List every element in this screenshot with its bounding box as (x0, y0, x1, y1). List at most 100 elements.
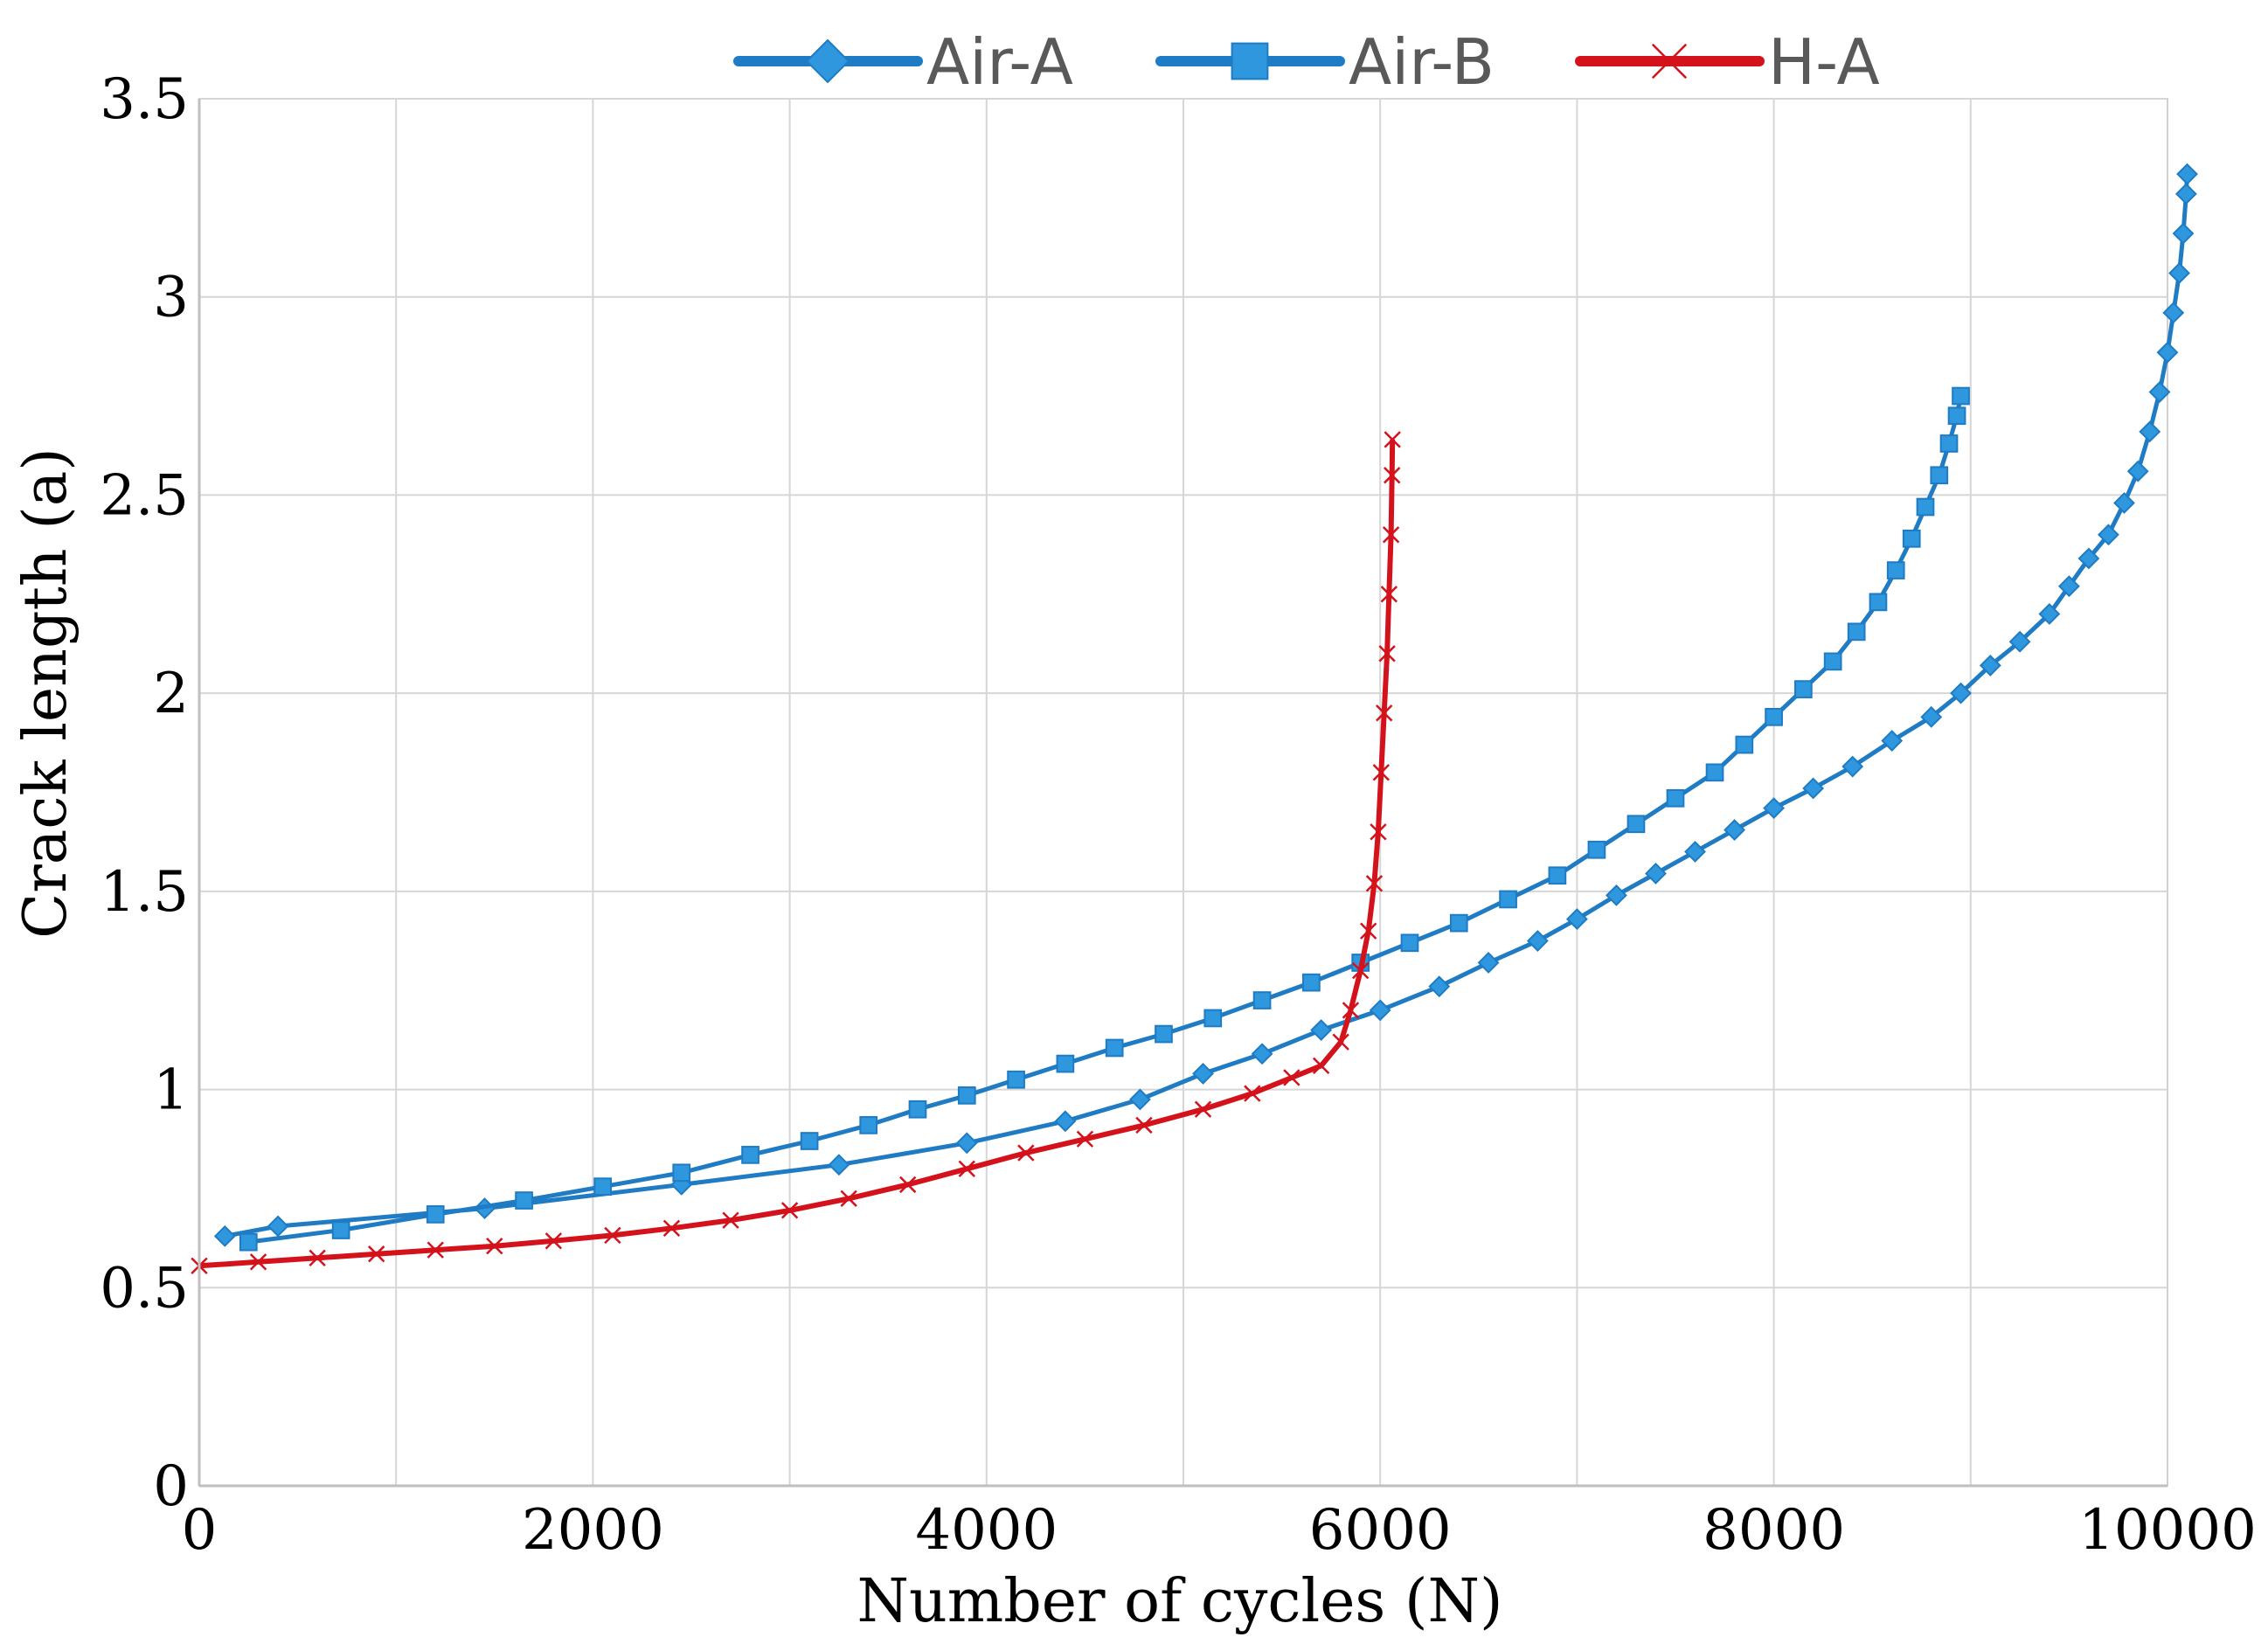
data-point-x (899, 1176, 917, 1194)
data-point-square (1548, 866, 1567, 885)
data-point-square (1105, 1038, 1124, 1058)
data-point-diamond (1684, 841, 1706, 863)
data-point-square (859, 1116, 878, 1134)
data-point-x-stroke (662, 1219, 681, 1237)
data-point-diamond (2148, 381, 2171, 403)
legend-item-air-a: Air-A (733, 25, 1073, 99)
data-point-square (1155, 1024, 1173, 1044)
data-point-square (1765, 707, 1783, 726)
data-point-x (1382, 526, 1400, 544)
data-point-square (1302, 973, 1321, 992)
data-point-x-stroke (604, 1226, 621, 1245)
grid (198, 98, 2168, 1487)
y-tick-label: 0.5 (100, 1256, 189, 1321)
data-point-x-stroke (1384, 431, 1401, 448)
data-point-x (486, 1237, 503, 1255)
series-line-h-a (198, 439, 1396, 1269)
data-point-square (239, 1232, 258, 1252)
data-point-x-stroke (1135, 1116, 1153, 1134)
legend-item-air-b: Air-B (1155, 25, 1495, 99)
series-line-air-b (247, 395, 1963, 1245)
data-point-x-stroke (780, 1202, 799, 1219)
x-tick-label: 8000 (1703, 1498, 1845, 1563)
data-point-x-stroke (1378, 645, 1396, 662)
data-point-square (1499, 890, 1517, 909)
data-point-square (1939, 434, 1959, 453)
data-point-x-stroke (1351, 961, 1370, 980)
data-point-x-stroke (1332, 1033, 1349, 1051)
data-point-square (1449, 913, 1468, 933)
data-point-x-stroke (1342, 1002, 1360, 1019)
data-point-diamond (2174, 183, 2197, 205)
data-point-x (1651, 43, 1688, 80)
data-point-diamond (1802, 777, 1825, 800)
data-point-diamond (2162, 302, 2185, 324)
data-point-square (426, 1205, 445, 1224)
data-point-diamond (213, 1224, 236, 1247)
data-point-diamond (805, 38, 850, 84)
data-point-diamond (2139, 420, 2161, 443)
legend-label-air-b: Air-B (1349, 25, 1495, 99)
data-point-x (1384, 467, 1401, 484)
data-point-x-stroke (1382, 526, 1400, 544)
y-tick-label: 3 (153, 266, 189, 330)
data-point-x (1365, 875, 1384, 892)
data-point-x-stroke (309, 1249, 326, 1266)
data-point-square (1626, 815, 1646, 834)
data-point-square (1916, 497, 1935, 517)
data-point-square (1947, 406, 1966, 426)
data-point-square (1794, 680, 1813, 698)
data-point-square (1056, 1054, 1075, 1073)
data-point-square (331, 1221, 350, 1239)
x-tick-label: 2000 (522, 1498, 664, 1563)
data-point-x-stroke (1244, 1085, 1261, 1102)
x-tick-label: 10000 (2078, 1498, 2257, 1563)
data-point-diamond (2038, 603, 2061, 625)
data-point-diamond (2156, 341, 2179, 364)
data-point-square (1705, 763, 1724, 782)
data-point-x (1312, 1057, 1330, 1075)
y-tick-label: 2.5 (100, 463, 189, 528)
y-tick-label: 0 (153, 1454, 189, 1519)
data-point-diamond (1920, 705, 1943, 728)
data-point-x (604, 1226, 621, 1245)
data-point-x (544, 1232, 563, 1250)
legend-label-air-a: Air-A (926, 25, 1073, 99)
data-point-x-stroke (486, 1237, 503, 1255)
data-point-x (1380, 586, 1398, 603)
data-point-square (800, 1132, 819, 1150)
data-point-x (427, 1241, 444, 1259)
data-point-square (1902, 529, 1921, 548)
series-air-a (213, 163, 2198, 1247)
data-point-x (780, 1202, 799, 1219)
data-point-diamond (1606, 884, 1627, 906)
x-axis-title: Number of cycles (N) (857, 1567, 1502, 1636)
data-point-x (1076, 1130, 1094, 1148)
x-tick-label: 0 (182, 1498, 218, 1563)
data-point-x (1360, 922, 1377, 940)
data-point-x-stroke (1384, 467, 1401, 484)
data-point-square (908, 1100, 927, 1119)
data-point-diamond (2008, 630, 2031, 653)
data-point-diamond (2176, 163, 2198, 185)
data-point-square (1869, 593, 1888, 612)
data-point-square (515, 1191, 533, 1210)
data-point-diamond (1526, 930, 1549, 952)
data-point-diamond (1763, 797, 1786, 820)
data-point-x (1135, 1116, 1153, 1134)
data-point-diamond (828, 1154, 850, 1176)
data-point-x (1244, 1085, 1261, 1102)
data-point-x (1351, 961, 1370, 980)
y-tick-label: 3.5 (100, 67, 189, 132)
data-point-diamond (1565, 908, 1588, 931)
data-point-diamond (1129, 1088, 1151, 1111)
data-point-square (957, 1086, 976, 1105)
data-point-diamond (1841, 755, 1864, 778)
data-point-square (672, 1163, 691, 1183)
data-point-square (1952, 386, 1970, 406)
data-point-diamond (2172, 222, 2195, 245)
data-point-x-stroke (1283, 1069, 1300, 1086)
data-point-x-stroke (1312, 1057, 1330, 1075)
legend: Air-A Air-B H-A (733, 25, 1880, 99)
